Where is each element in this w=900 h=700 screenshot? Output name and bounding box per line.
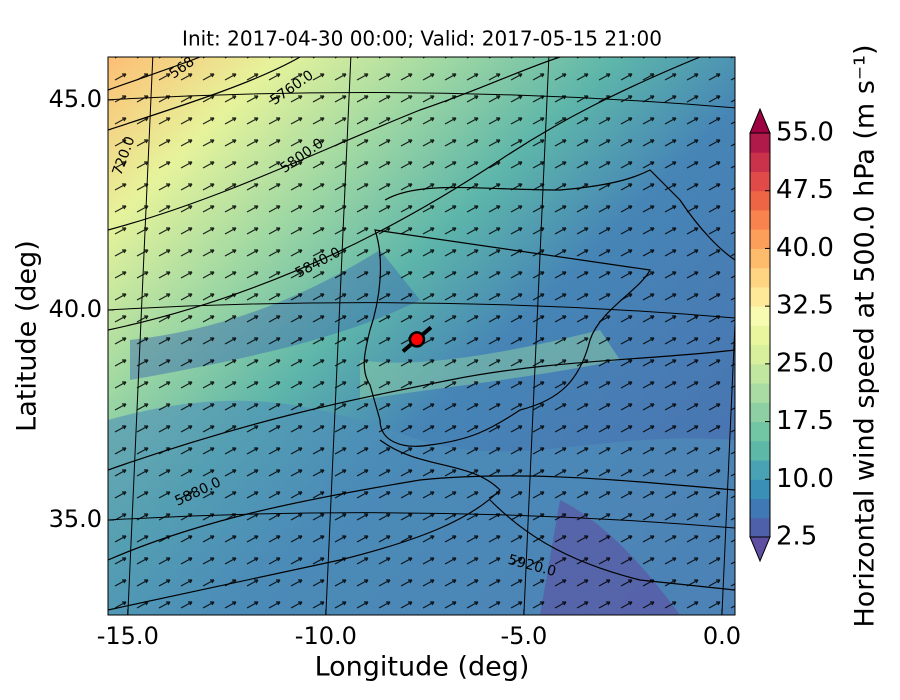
colorbar-label: Horizontal wind speed at 500.0 hPa (m s⁻… [850, 44, 881, 627]
colorbar-band [750, 267, 770, 288]
colorbar-band [750, 479, 770, 500]
marker [408, 331, 426, 348]
x-axis-label: Longitude (deg) [315, 652, 530, 683]
colorbar-frame [749, 132, 771, 538]
colorbar-tick-label: 25.0 [776, 348, 834, 378]
chart-title: Init: 2017-04-30 00:00; Valid: 2017-05-1… [182, 27, 662, 51]
grid-line [108, 512, 735, 529]
colorbar-band [750, 133, 770, 153]
colorbar-band [750, 402, 770, 423]
y-tick-label: 35.0 [49, 505, 102, 533]
colorbar-band [750, 190, 770, 211]
y-tick-label: 45.0 [49, 85, 102, 113]
grid-line [108, 302, 735, 319]
map-field [108, 57, 735, 615]
colorbar-tick-label: 55.0 [776, 118, 834, 148]
colorbar-extend-under [749, 536, 771, 563]
grid-line [325, 57, 352, 615]
colorbar-band [750, 440, 770, 461]
colorbar-band [750, 383, 770, 403]
colorbar-extend-over [749, 107, 771, 134]
colorbar-band [750, 344, 770, 365]
colorbar-tick-label: 17.5 [776, 406, 834, 436]
colorbar-band [750, 152, 770, 172]
colorbar-tick-label: 32.5 [776, 291, 834, 321]
x-tick-label: -5.0 [500, 622, 547, 650]
colorbar-band [750, 363, 770, 384]
colorbar-tick-label: 2.5 [776, 522, 817, 552]
colorbar-band [750, 209, 770, 230]
colorbar-band [750, 306, 770, 326]
colorbar-band [750, 286, 770, 307]
colorbar-tick-label: 47.5 [776, 175, 834, 205]
colorbar-band [750, 325, 770, 346]
plot-frame [107, 56, 736, 616]
grid [108, 57, 735, 615]
colorbar-band [750, 517, 770, 538]
colorbar-tick-label: 40.0 [776, 233, 834, 263]
grid-line [127, 57, 154, 615]
colorbar-band [750, 229, 770, 249]
x-tick-label: -15.0 [97, 622, 159, 650]
colorbar-band [750, 460, 770, 480]
grid-line [523, 57, 550, 615]
x-tick-label: 0.0 [703, 622, 741, 650]
colorbar-band [750, 421, 770, 442]
colorbar-band [750, 498, 770, 519]
grid-line [721, 312, 735, 615]
grid-line [108, 92, 735, 109]
colorbar-band [750, 248, 770, 269]
x-tick-label: -10.0 [295, 622, 357, 650]
y-tick-label: 40.0 [49, 295, 102, 323]
colorbar-band [750, 171, 770, 192]
colorbar-tick-label: 10.0 [776, 464, 834, 494]
y-axis-label: Latitude (deg) [12, 240, 43, 432]
